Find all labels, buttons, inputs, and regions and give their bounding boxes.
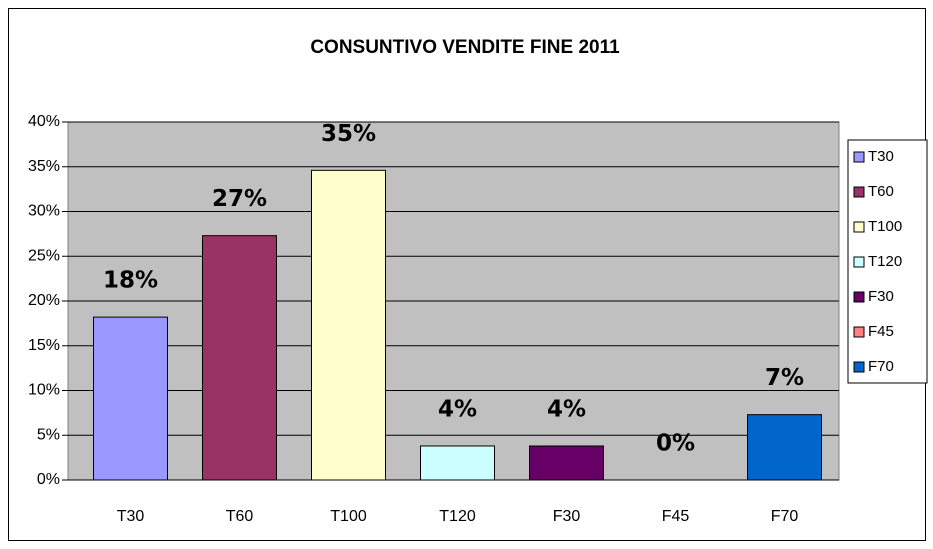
legend-label: T100 bbox=[868, 218, 902, 235]
data-label: 4% bbox=[438, 396, 477, 422]
x-tick-label: F70 bbox=[771, 508, 799, 525]
legend-label: T30 bbox=[868, 148, 894, 165]
legend-swatch bbox=[853, 186, 865, 198]
bar bbox=[747, 414, 822, 481]
data-label: 0% bbox=[656, 431, 695, 457]
legend-label: T60 bbox=[868, 183, 894, 200]
data-label: 18% bbox=[103, 268, 158, 294]
data-label: 7% bbox=[765, 365, 804, 391]
x-tick-label: F30 bbox=[553, 508, 581, 525]
legend-swatch bbox=[853, 361, 865, 373]
y-tick-label: 0% bbox=[37, 471, 60, 488]
bar bbox=[202, 235, 277, 481]
x-tick-label: T60 bbox=[226, 508, 254, 525]
x-tick-label: F45 bbox=[662, 508, 690, 525]
bar bbox=[420, 445, 495, 481]
bar bbox=[93, 316, 168, 481]
y-tick-label: 40% bbox=[28, 113, 60, 130]
x-tick-label: T100 bbox=[330, 508, 367, 525]
legend-swatch bbox=[853, 326, 865, 338]
legend-swatch bbox=[853, 291, 865, 303]
y-tick-label: 5% bbox=[37, 426, 60, 443]
y-tick-label: 35% bbox=[28, 158, 60, 175]
chart-title: CONSUNTIVO VENDITE FINE 2011 bbox=[310, 37, 620, 58]
data-label: 4% bbox=[547, 396, 586, 422]
y-tick-label: 20% bbox=[28, 292, 60, 309]
x-tick-label: T120 bbox=[439, 508, 476, 525]
y-tick-label: 25% bbox=[28, 247, 60, 264]
legend-label: F70 bbox=[868, 358, 894, 375]
y-tick-label: 10% bbox=[28, 382, 60, 399]
y-tick-label: 15% bbox=[28, 337, 60, 354]
y-tick-label: 30% bbox=[28, 203, 60, 220]
data-label: 27% bbox=[212, 186, 267, 212]
bar bbox=[311, 169, 386, 481]
legend-label: F30 bbox=[868, 288, 894, 305]
legend-swatch bbox=[853, 221, 865, 233]
legend-swatch bbox=[853, 151, 865, 163]
legend-label: T120 bbox=[868, 253, 902, 270]
data-label: 35% bbox=[321, 121, 376, 147]
legend-label: F45 bbox=[868, 323, 894, 340]
legend-swatch bbox=[853, 256, 865, 268]
bar bbox=[529, 445, 604, 481]
x-tick-label: T30 bbox=[117, 508, 145, 525]
